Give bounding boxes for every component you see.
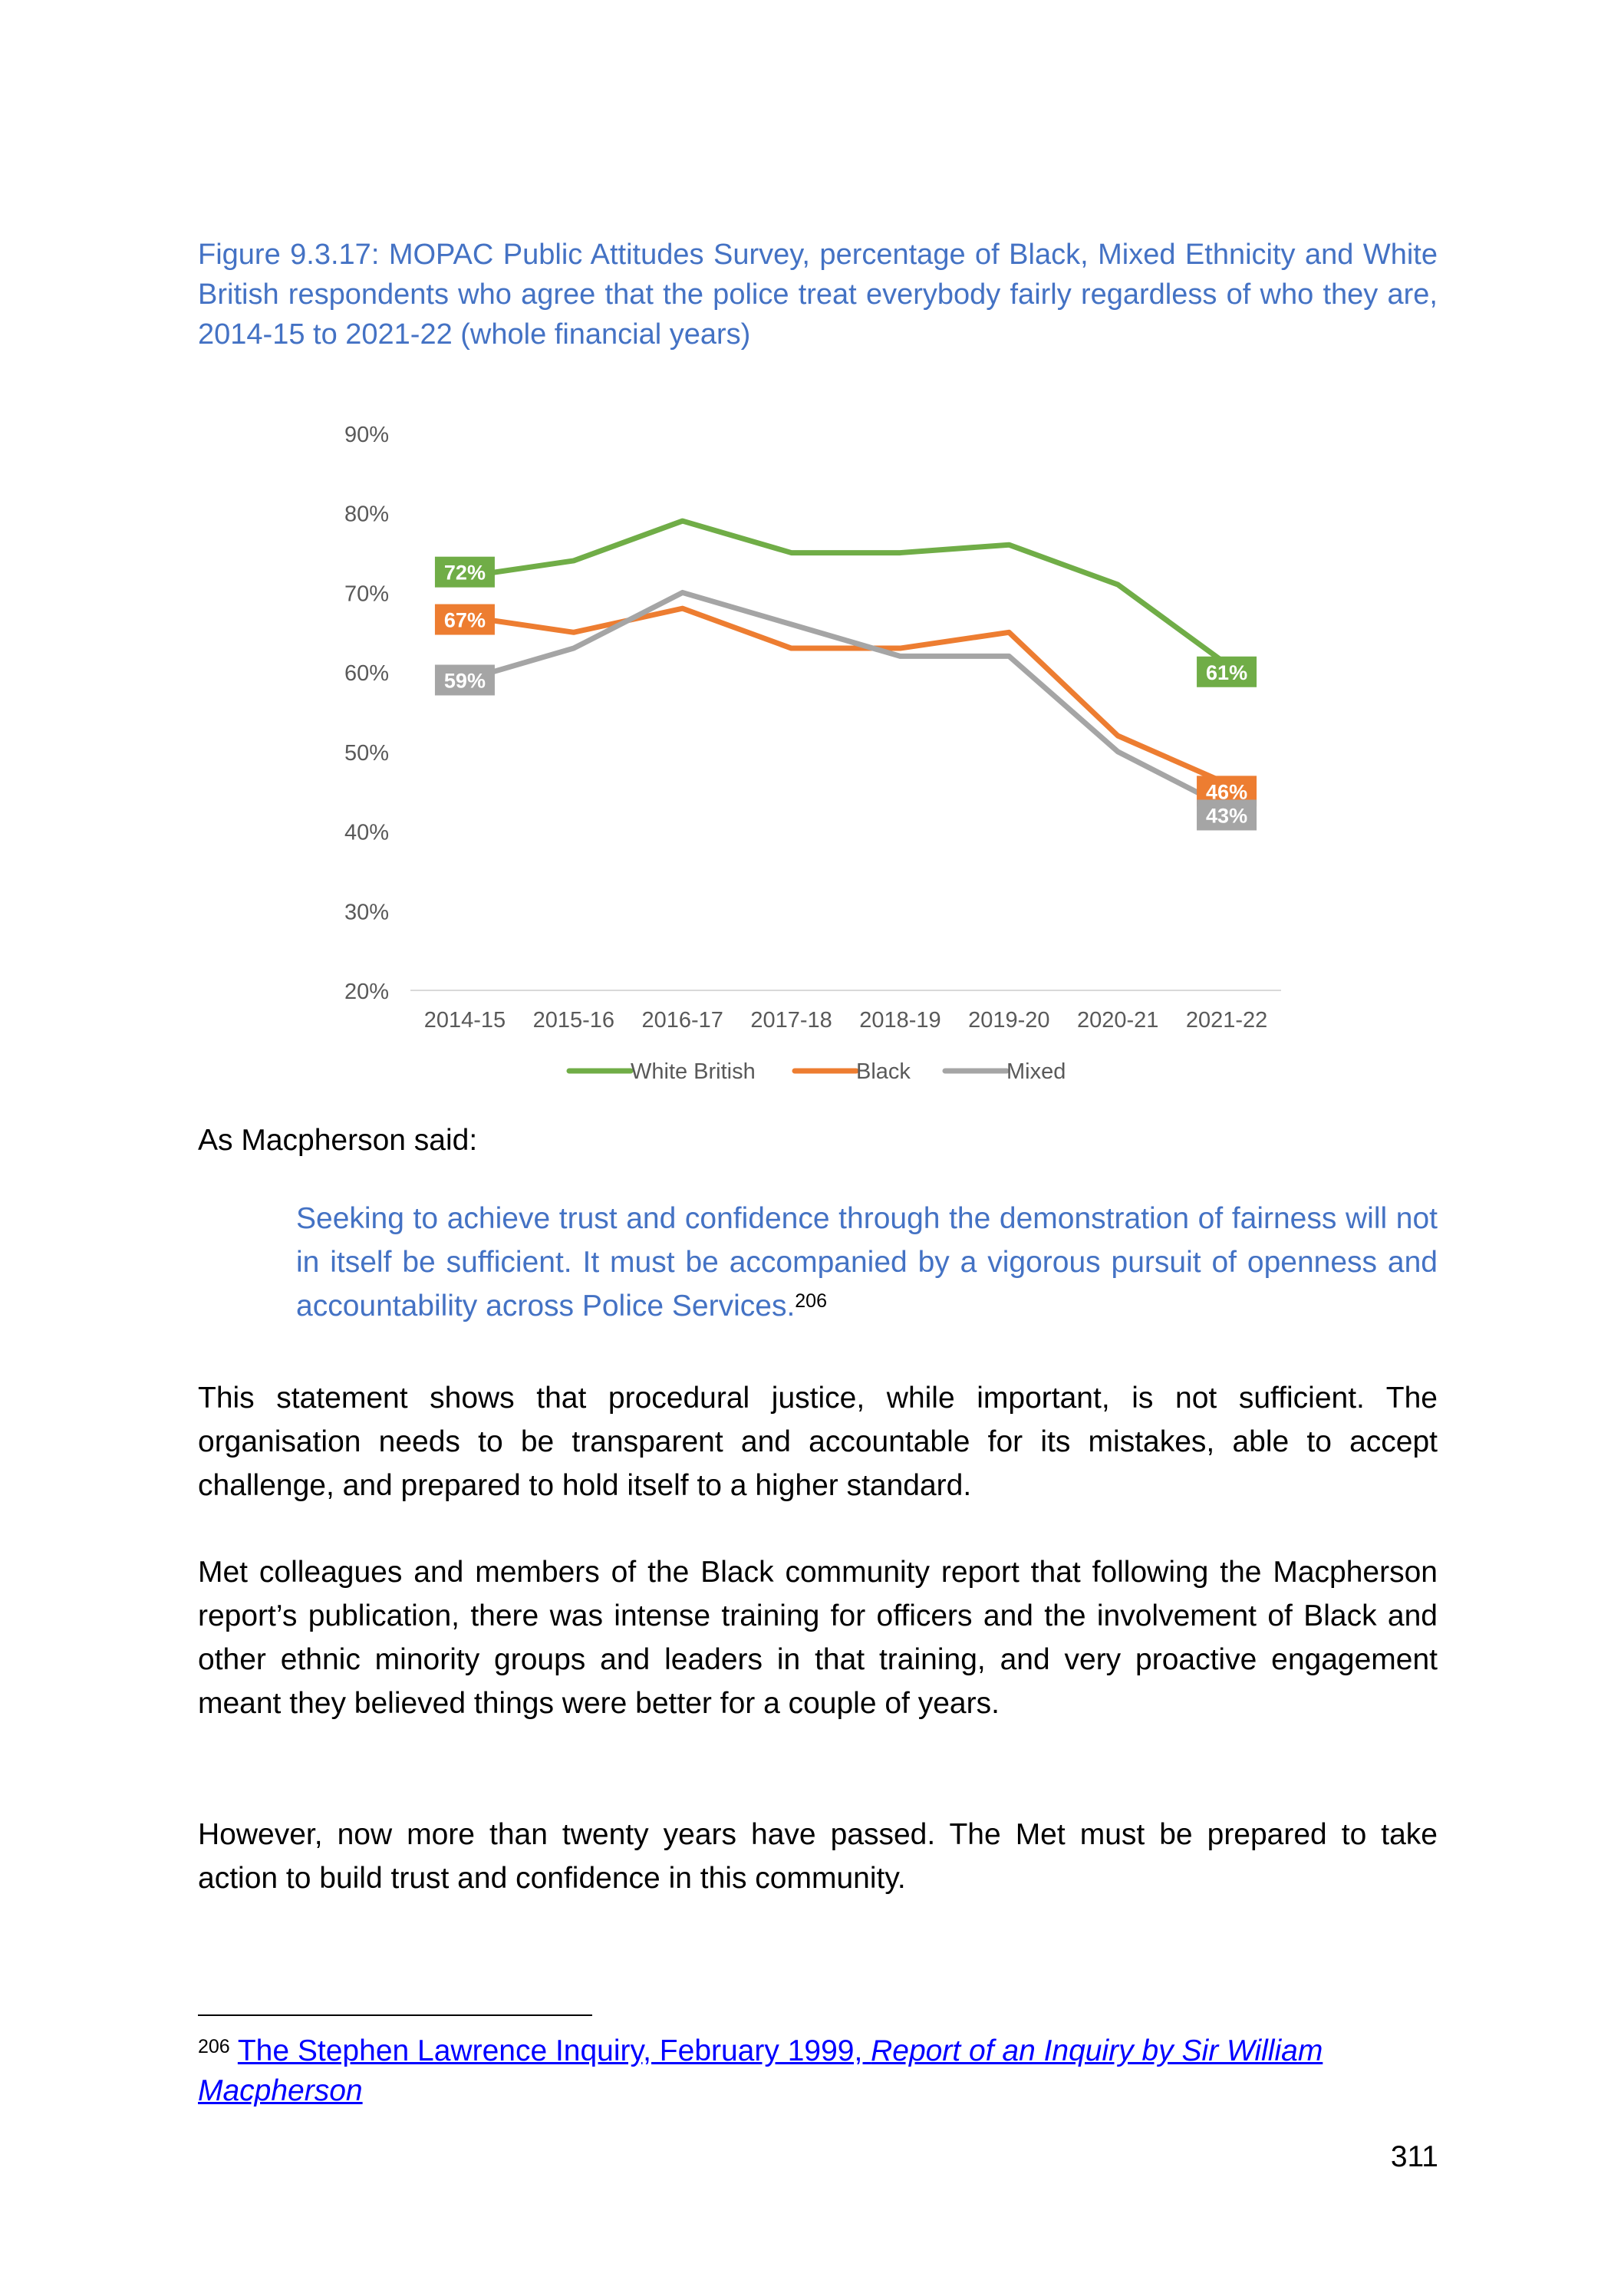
footnote-link-text[interactable]: The Stephen Lawrence Inquiry, February 1… — [237, 2034, 871, 2067]
paragraph-1: This statement shows that procedural jus… — [198, 1382, 1438, 1502]
footnote-divider — [198, 2014, 592, 2016]
x-tick-label: 2017-18 — [750, 1008, 832, 1033]
x-tick-label: 2014-15 — [424, 1008, 506, 1033]
data-label-box — [434, 556, 495, 588]
series-line-white-british — [462, 518, 1230, 667]
y-tick-label: 30% — [344, 900, 389, 924]
page-number: 311 — [1390, 2140, 1438, 2173]
data-label-box — [1197, 799, 1257, 831]
figure-caption: Figure 9.3.17: MOPAC Public Attitudes Su… — [198, 239, 1438, 351]
data-label: 67% — [444, 609, 486, 632]
x-tick-label: 2016-17 — [641, 1008, 723, 1033]
data-label: 59% — [444, 670, 486, 693]
x-tick-label: 2018-19 — [859, 1008, 940, 1033]
footnote-link-italic[interactable]: Report of an Inquiry by Sir William Macp… — [198, 2034, 1323, 2107]
footnote-link[interactable]: The Stephen Lawrence Inquiry, February 1… — [198, 2034, 1323, 2107]
y-tick-label: 50% — [344, 741, 389, 766]
y-tick-label: 20% — [344, 980, 389, 1004]
y-tick-label: 80% — [344, 502, 389, 527]
data-label-box — [434, 664, 495, 696]
footnote-ref[interactable]: 206 — [795, 1290, 827, 1312]
data-label-box — [434, 604, 495, 635]
data-label: 46% — [1206, 780, 1247, 803]
quote-text: Seeking to achieve trust and confidence … — [296, 1202, 1438, 1323]
paragraph-2: Met colleagues and members of the Black … — [198, 1556, 1438, 1720]
intro-text: As Macpherson said: — [198, 1124, 478, 1157]
legend-label: White British — [631, 1059, 756, 1084]
blockquote: Seeking to achieve trust and confidence … — [296, 1197, 1438, 1328]
data-label: 43% — [1206, 804, 1247, 827]
y-tick-label: 60% — [344, 661, 389, 686]
footnote: 206 The Stephen Lawrence Inquiry, Februa… — [198, 2031, 1438, 2111]
footnote-number: 206 — [198, 2036, 230, 2057]
y-tick-label: 90% — [344, 423, 389, 447]
x-tick-label: 2020-21 — [1077, 1008, 1158, 1033]
data-label: 72% — [444, 562, 486, 585]
data-label: 61% — [1206, 661, 1247, 684]
x-tick-label: 2015-16 — [533, 1008, 614, 1033]
data-label-box — [1197, 656, 1257, 687]
legend-label: Mixed — [1006, 1059, 1066, 1084]
paragraph-3: However, now more than twenty years have… — [198, 1818, 1438, 1895]
legend-label: Black — [856, 1059, 911, 1084]
y-tick-label: 70% — [344, 581, 389, 606]
series-line-mixed — [462, 589, 1230, 810]
y-tick-label: 40% — [344, 821, 389, 845]
series-line-black — [462, 605, 1230, 786]
line-chart: 20% 30% 40% 50% 60% 70% 80% 90% 2014-15 2015-16 20… — [344, 423, 1281, 1084]
x-tick-label: 2019-20 — [968, 1008, 1049, 1033]
x-tick-label: 2021-22 — [1186, 1008, 1267, 1033]
